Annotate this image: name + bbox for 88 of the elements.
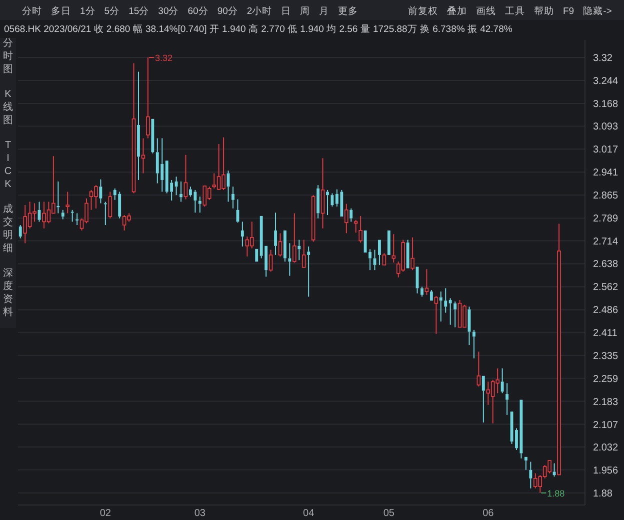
y-tick-label: 2.183 xyxy=(593,396,618,408)
candlestick xyxy=(320,158,325,229)
candlestick xyxy=(472,329,476,359)
candlestick xyxy=(146,57,150,139)
candlestick xyxy=(141,138,146,174)
text: 分时图 xyxy=(3,37,13,75)
text: 2小时 xyxy=(246,5,272,17)
candlestick xyxy=(137,71,140,180)
candlestick xyxy=(132,62,136,194)
text: TICK xyxy=(4,140,12,190)
candlestick xyxy=(184,154,188,200)
text: 月 xyxy=(319,6,330,17)
candlestick xyxy=(344,203,348,234)
candlestick xyxy=(288,242,292,276)
candlestick xyxy=(307,246,310,298)
text: 分时 xyxy=(22,5,42,17)
text: 隐藏-> xyxy=(583,5,612,17)
annotation: 3.32 xyxy=(154,53,172,64)
x-tick-label: 02 xyxy=(100,508,112,519)
chart-title: 0568.HK 2023/06/21 收 2.680 幅 38.14%[0.740] 开 1.940 高 2.770 低 1.940 均 2.56 量 1725.88万 换 6.738% 振 42.78% xyxy=(4,23,513,35)
text: 帮助 xyxy=(534,5,554,17)
candlestick xyxy=(18,224,22,239)
y-tick-label: 2.638 xyxy=(593,259,618,270)
candlestick xyxy=(232,186,234,209)
text: 前复权 xyxy=(408,5,438,17)
x-tick-label: 03 xyxy=(194,508,206,519)
text: 深度资料 xyxy=(3,267,13,318)
candlestick xyxy=(104,201,107,226)
candlestick xyxy=(448,298,452,326)
candlestick xyxy=(298,239,301,261)
candlestick xyxy=(529,461,532,489)
text: 多日 xyxy=(51,5,71,17)
text: 成交明细 xyxy=(3,203,13,254)
text: 30分 xyxy=(158,5,179,17)
y-tick-label: 2.032 xyxy=(593,442,618,454)
y-tick-label: 2.789 xyxy=(593,214,618,225)
y-tick-label: 2.865 xyxy=(593,190,618,202)
candlestick xyxy=(198,196,202,214)
candlestick xyxy=(236,198,240,224)
y-tick-label: 2.335 xyxy=(593,350,618,362)
candlestick xyxy=(316,184,320,219)
text: 更多 xyxy=(338,5,358,17)
candlestick xyxy=(240,221,244,247)
y-tick-label: 3.244 xyxy=(593,76,618,88)
candlestick xyxy=(99,178,102,204)
text: K线图 xyxy=(3,89,13,126)
candlestick xyxy=(552,462,556,478)
text: 日 xyxy=(281,6,292,17)
y-tick-label: 1.88 xyxy=(593,488,613,500)
y-tick-label: 1.956 xyxy=(593,465,618,476)
y-tick-label: 3.017 xyxy=(593,144,618,156)
text: 周 xyxy=(300,6,310,17)
y-tick-label: 3.168 xyxy=(593,98,618,110)
candlestick xyxy=(180,180,182,202)
candlestick xyxy=(350,208,353,222)
y-tick-label: 2.562 xyxy=(593,282,618,294)
text: 1分 xyxy=(80,5,96,17)
candlestick xyxy=(61,209,64,220)
text: 90分 xyxy=(217,5,238,17)
text: 叠加 xyxy=(447,5,467,17)
x-tick-label: 05 xyxy=(383,508,395,519)
candlestick xyxy=(274,212,277,256)
candlestick xyxy=(506,382,509,416)
candlestick xyxy=(174,176,178,196)
x-tick-label: 06 xyxy=(482,508,494,519)
y-tick-label: 3.32 xyxy=(593,53,613,64)
y-tick-label: 2.486 xyxy=(593,305,618,316)
text: 60分 xyxy=(188,5,208,17)
annotation: 1.88 xyxy=(547,488,565,498)
candlestick xyxy=(454,301,457,328)
candlestick xyxy=(326,189,329,216)
text: 15分 xyxy=(128,5,150,17)
y-tick-label: 2.714 xyxy=(593,236,618,248)
candlestick xyxy=(392,234,396,264)
text: F9 xyxy=(563,6,574,17)
candlestick xyxy=(424,268,429,296)
y-tick-label: 2.411 xyxy=(593,328,618,339)
text: 5分 xyxy=(104,5,120,17)
x-tick-label: 04 xyxy=(303,508,315,519)
y-tick-label: 2.941 xyxy=(593,168,618,179)
y-tick-label: 2.259 xyxy=(593,374,618,385)
candlestick xyxy=(439,291,442,322)
y-tick-label: 3.093 xyxy=(593,122,618,133)
y-tick-label: 2.107 xyxy=(593,420,618,431)
text: 画线 xyxy=(476,5,496,17)
text: 工具 xyxy=(505,6,525,17)
candlestick xyxy=(500,368,504,394)
candlestick xyxy=(444,288,448,314)
